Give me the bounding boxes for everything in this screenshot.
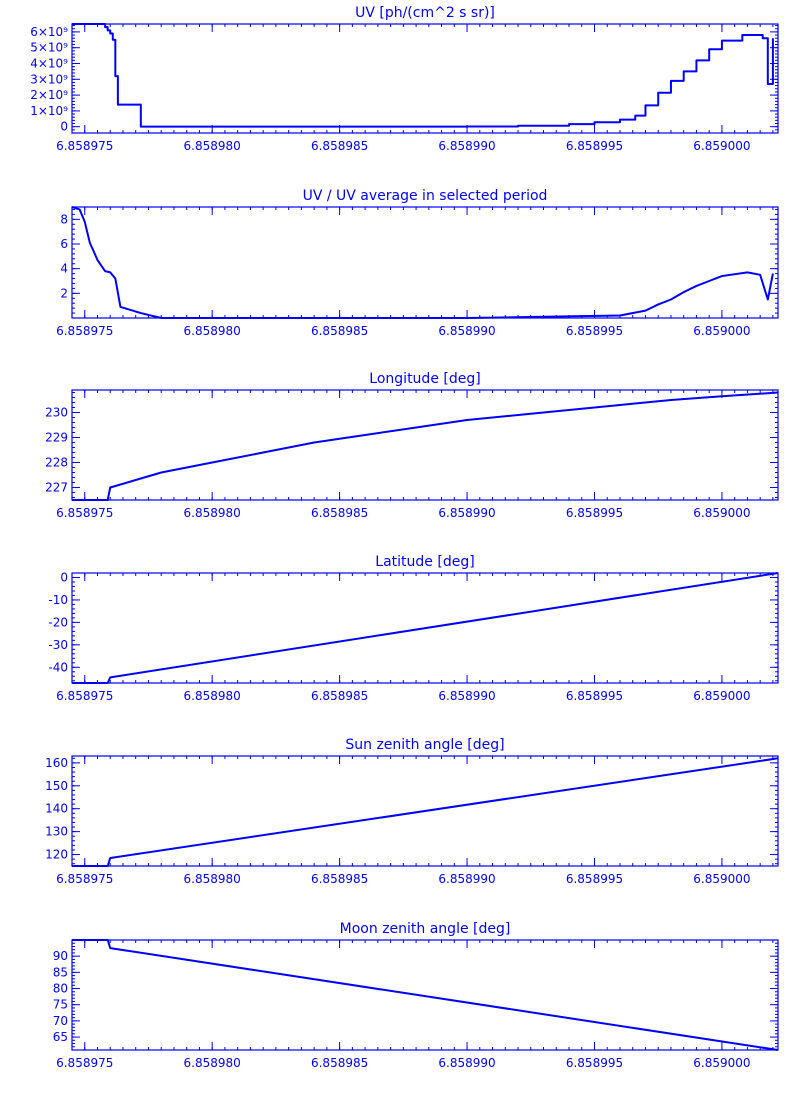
x-tick-label: 6.858975	[56, 1056, 113, 1070]
x-tick-label: 6.858980	[184, 506, 241, 520]
x-tick-label: 6.858980	[184, 324, 241, 338]
x-tick-label: 6.858990	[438, 324, 495, 338]
y-tick-label: 70	[53, 1014, 68, 1028]
chart-panel-3: Longitude [deg] 6.858975 6.858980 6.858985 6…	[45, 371, 779, 520]
y-tick-label: 230	[45, 406, 68, 420]
series-line-1	[72, 757, 779, 867]
y-tick-label: 140	[45, 802, 68, 816]
series-line-1	[71, 206, 774, 319]
plot-frame	[71, 572, 779, 684]
x-tick-label: 6.858975	[56, 324, 113, 338]
x-tick-label: 6.858980	[184, 689, 241, 703]
y-tick-label: -40	[48, 660, 68, 674]
x-tick-label: 6.859000	[693, 872, 750, 886]
chart-title: Sun zenith angle [deg]	[345, 737, 504, 753]
x-tick-label: 6.858995	[566, 872, 623, 886]
y-tick-label: 130	[45, 825, 68, 839]
x-tick-label: 6.858990	[438, 506, 495, 520]
x-tick-label: 6.858990	[438, 1056, 495, 1070]
y-tick-label: -10	[48, 593, 68, 607]
y-tick-label: 227	[45, 481, 68, 495]
y-tick-label: 2×10⁹	[30, 88, 68, 102]
y-tick-label: 1×10⁹	[30, 104, 68, 118]
y-tick-label: 75	[53, 998, 68, 1012]
y-tick-label: 0	[60, 570, 68, 584]
chart-title: Longitude [deg]	[369, 371, 480, 387]
y-tick-label: 160	[45, 756, 68, 770]
y-tick-label: 229	[45, 431, 68, 445]
series-line-1	[72, 23, 774, 128]
x-tick-label: 6.859000	[693, 324, 750, 338]
y-tick-label: 2	[60, 286, 68, 300]
y-tick-label: 65	[53, 1030, 68, 1044]
chart-title: UV [ph/(cm^2 s sr)]	[355, 5, 495, 21]
x-tick-label: 6.858995	[566, 689, 623, 703]
y-tick-label: 3×10⁹	[30, 72, 68, 86]
y-tick-label: -20	[48, 615, 68, 629]
x-tick-label: 6.858985	[311, 689, 368, 703]
series-line-1	[72, 572, 779, 684]
x-tick-label: 6.858995	[566, 139, 623, 153]
x-tick-label: 6.858975	[56, 872, 113, 886]
chart-title: Moon zenith angle [deg]	[340, 921, 511, 937]
y-tick-label: 228	[45, 456, 68, 470]
x-tick-label: 6.859000	[693, 1056, 750, 1070]
x-tick-label: 6.858990	[438, 689, 495, 703]
x-tick-label: 6.858975	[56, 139, 113, 153]
x-tick-label: 6.858985	[311, 1056, 368, 1070]
y-tick-label: 4×10⁹	[30, 56, 68, 70]
x-tick-label: 6.858985	[311, 506, 368, 520]
x-tick-label: 6.859000	[693, 689, 750, 703]
y-tick-label: 90	[53, 949, 68, 963]
y-tick-label: 6×10⁹	[30, 25, 68, 39]
y-tick-label: 85	[53, 965, 68, 979]
chart-title: UV / UV average in selected period	[303, 188, 548, 204]
plot-frame	[71, 755, 779, 867]
x-tick-label: 6.858975	[56, 506, 113, 520]
y-tick-label: 6	[60, 237, 68, 251]
y-tick-label: 120	[45, 848, 68, 862]
y-tick-label: 8	[60, 212, 68, 226]
plot-frame	[71, 23, 779, 134]
x-tick-label: 6.858990	[438, 139, 495, 153]
x-tick-label: 6.858985	[311, 324, 368, 338]
y-tick-label: -30	[48, 638, 68, 652]
chart-panel-1: UV [ph/(cm^2 s sr)] 6.858975 6.858980 6.858…	[30, 5, 779, 153]
plot-frame	[71, 206, 779, 319]
chart-panel-4: Latitude [deg] 6.858975 6.858980 6.858985 6.…	[48, 554, 779, 703]
x-tick-label: 6.858980	[184, 872, 241, 886]
x-tick-label: 6.858990	[438, 872, 495, 886]
x-tick-label: 6.858985	[311, 139, 368, 153]
chart-panel-6: Moon zenith angle [deg] 6.858975 6.858980 6…	[53, 921, 779, 1070]
y-tick-label: 0	[60, 120, 68, 134]
series-line-1	[72, 391, 779, 501]
x-tick-label: 6.859000	[693, 139, 750, 153]
x-tick-label: 6.858985	[311, 872, 368, 886]
y-tick-label: 4	[60, 262, 68, 276]
y-tick-label: 80	[53, 982, 68, 996]
x-tick-label: 6.859000	[693, 506, 750, 520]
series-line-1	[72, 939, 779, 1051]
x-tick-label: 6.858975	[56, 689, 113, 703]
chart-title: Latitude [deg]	[375, 554, 474, 570]
x-tick-label: 6.858995	[566, 1056, 623, 1070]
x-tick-label: 6.858995	[566, 324, 623, 338]
x-tick-label: 6.858980	[184, 1056, 241, 1070]
x-tick-label: 6.858995	[566, 506, 623, 520]
chart-panel-2: UV / UV average in selected period 6.8589…	[56, 188, 779, 338]
plot-frame	[71, 389, 779, 501]
chart-panel-5: Sun zenith angle [deg] 6.858975 6.858980 6.…	[45, 737, 779, 886]
y-tick-label: 150	[45, 779, 68, 793]
y-tick-label: 5×10⁹	[30, 41, 68, 55]
x-tick-label: 6.858980	[184, 139, 241, 153]
